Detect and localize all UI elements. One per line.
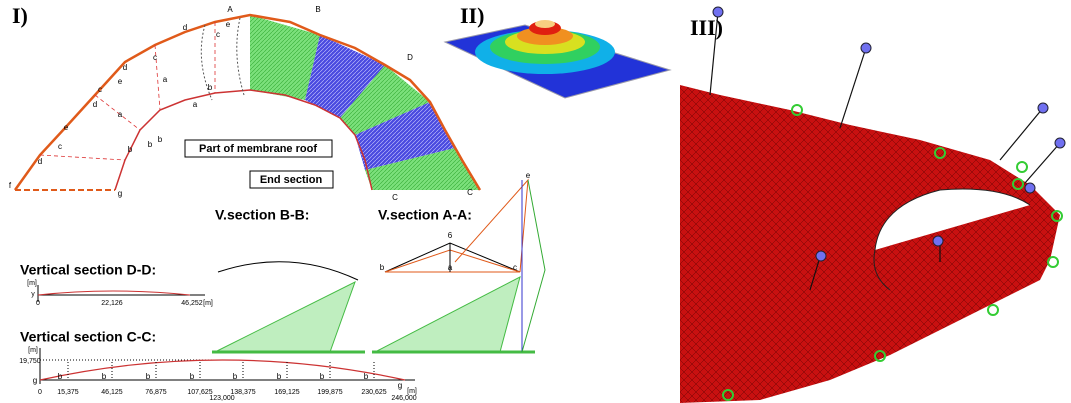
label: d	[123, 63, 127, 72]
label: e	[226, 20, 231, 29]
label: b	[380, 263, 385, 272]
section-title: Vertical section D-D:	[20, 262, 156, 278]
label: d	[93, 100, 97, 109]
profile	[40, 360, 405, 380]
label: 199,875	[317, 389, 342, 396]
profile	[385, 243, 520, 272]
section-title: V.section B-B:	[215, 207, 309, 223]
label: 246,000	[391, 395, 416, 402]
label: 46,252	[181, 300, 203, 307]
support	[215, 282, 355, 352]
label: 0	[38, 389, 42, 396]
label: 76,875	[145, 389, 167, 396]
callout: End section	[260, 174, 323, 186]
label: A	[227, 5, 233, 14]
section-title: V.section A-A:	[378, 207, 472, 223]
label: a	[118, 110, 123, 119]
label: 46,125	[101, 389, 123, 396]
stay	[455, 180, 528, 272]
label: [m]	[203, 300, 213, 307]
label: g	[33, 376, 37, 385]
label: c	[98, 85, 102, 94]
profile	[38, 291, 190, 295]
label: b	[190, 372, 195, 381]
label: c	[58, 142, 62, 151]
label: b	[146, 372, 151, 381]
section-dd: Vertical section D-D:	[20, 262, 205, 302]
section-aa: V.section A-A:	[372, 180, 545, 352]
label: C	[392, 193, 398, 202]
label: I)	[12, 3, 28, 28]
mesh-3d	[680, 7, 1065, 403]
cable	[385, 250, 520, 272]
roof-mesh	[680, 85, 1060, 403]
label: e	[526, 171, 531, 180]
contour-plot	[445, 20, 670, 98]
label: [m]	[27, 280, 37, 287]
profile	[218, 262, 358, 280]
label: 6	[448, 231, 453, 240]
label: e	[64, 123, 69, 132]
label: y	[31, 291, 35, 298]
label: III)	[690, 15, 723, 40]
label: b	[158, 135, 163, 144]
label: d	[38, 157, 42, 166]
label: B	[315, 5, 320, 14]
label: 230,625	[361, 389, 386, 396]
radial-lines	[40, 22, 215, 160]
label: [m]	[28, 347, 38, 354]
label: a	[448, 263, 453, 272]
label: c	[216, 30, 220, 39]
label: a	[193, 100, 198, 109]
label: g	[398, 381, 402, 390]
label: 19,750	[19, 358, 41, 365]
label: b	[364, 372, 369, 381]
callout: Part of membrane roof	[199, 143, 317, 155]
label: b	[58, 372, 63, 381]
section-cc: Vertical section C-C:	[20, 329, 415, 384]
label: 15,375	[57, 389, 79, 396]
label: 169,125	[274, 389, 299, 396]
label: c	[513, 263, 517, 272]
label: 0	[36, 300, 40, 307]
label: f	[9, 181, 12, 190]
label: b	[320, 372, 325, 381]
label: [m]	[407, 388, 417, 395]
contour	[535, 20, 555, 28]
label: g	[118, 189, 122, 198]
label: 123,000	[209, 395, 234, 402]
label: d	[183, 23, 187, 32]
label: C	[467, 188, 473, 197]
section-title: Vertical section C-C:	[20, 329, 156, 345]
label: b	[233, 372, 238, 381]
section-bb: V.section B-B:	[212, 207, 365, 352]
label: II)	[460, 3, 484, 28]
label: b	[148, 140, 153, 149]
label: b	[102, 372, 107, 381]
label: c	[153, 53, 157, 62]
label: b	[128, 145, 133, 154]
label: D	[407, 53, 413, 62]
figure: Part of membrane roof End section V.sect…	[0, 0, 1071, 403]
label: a	[163, 75, 168, 84]
support	[375, 277, 520, 352]
plan: Part of membrane roof End section	[15, 15, 480, 190]
label: 22,126	[101, 300, 123, 307]
label: b	[208, 83, 213, 92]
label: e	[118, 77, 123, 86]
label: b	[277, 372, 282, 381]
